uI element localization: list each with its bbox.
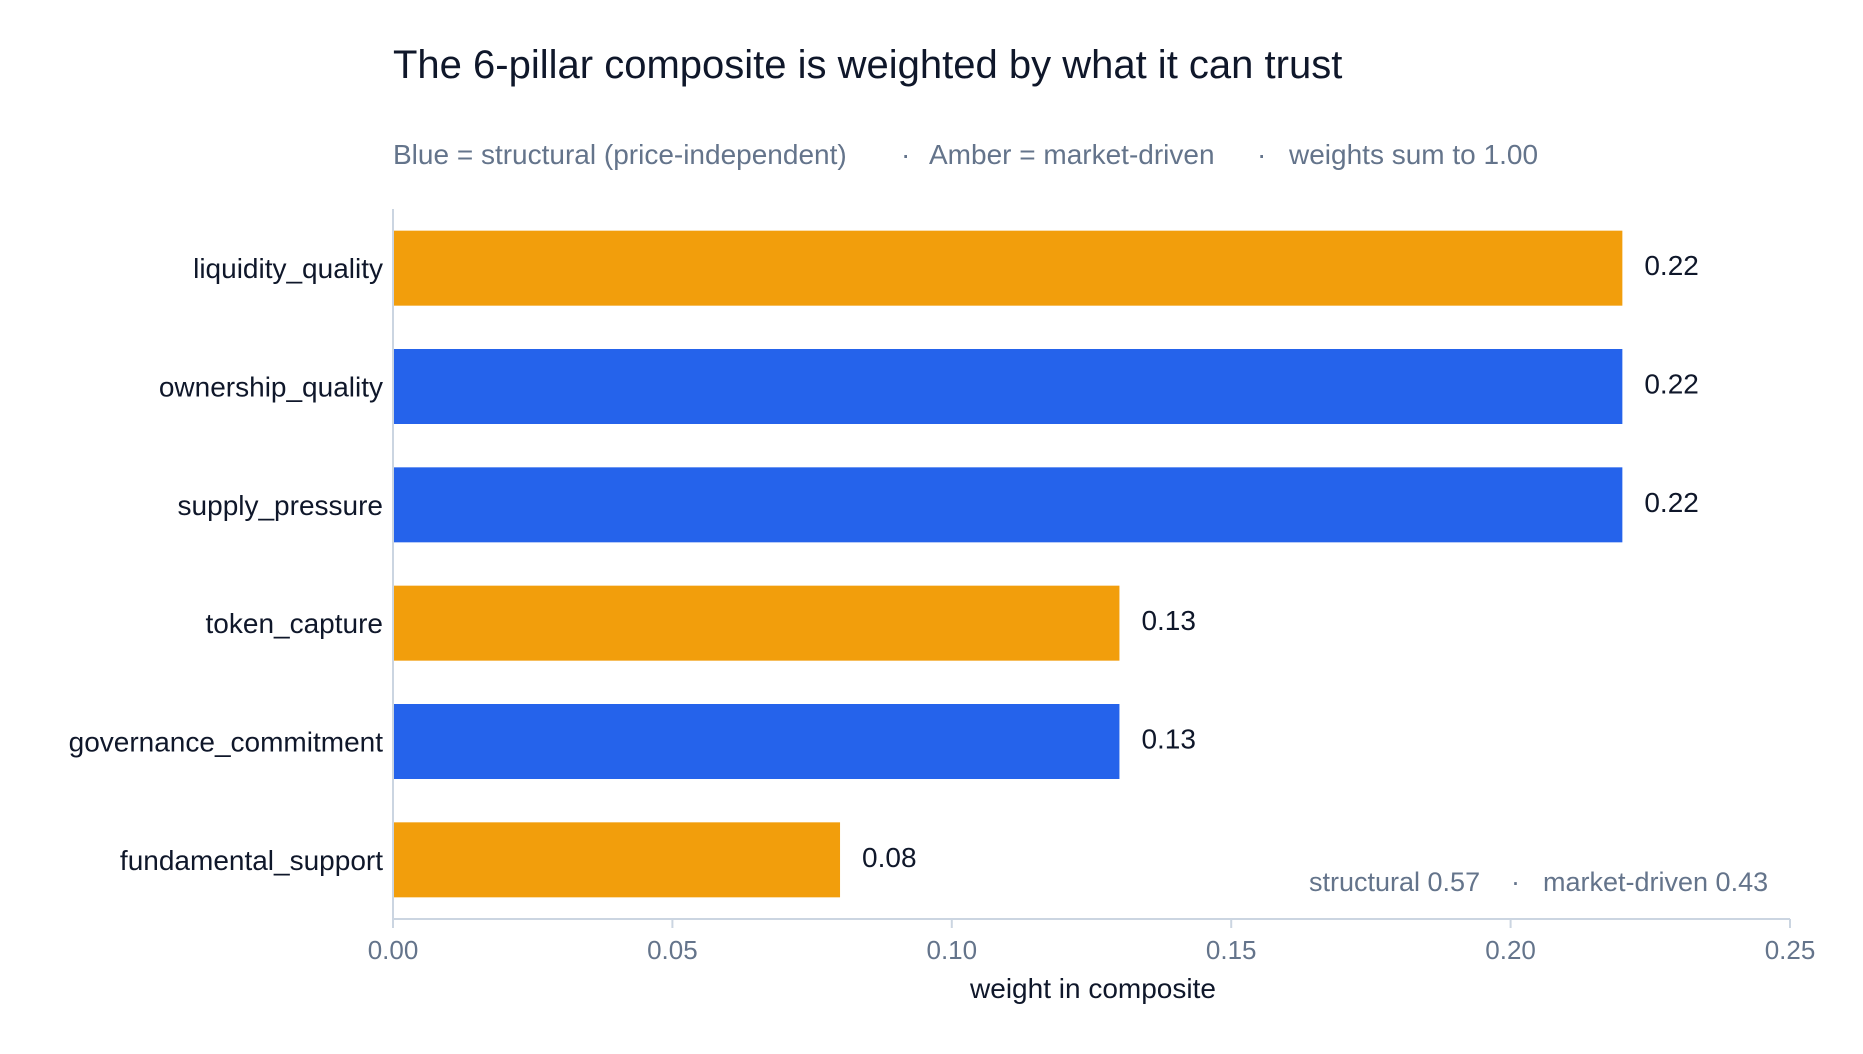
- subtitle-part-structural: Blue = structural (price-independent): [393, 139, 847, 170]
- x-tick-label: 0.00: [368, 935, 419, 965]
- bars-layer: liquidity_quality 0.22 ownership_quality 0.…: [69, 230, 1699, 898]
- value-label: 0.13: [1141, 724, 1196, 755]
- bar-token-capture: [393, 585, 1120, 661]
- note-structural: structural 0.57: [1309, 867, 1480, 897]
- value-label: 0.22: [1644, 487, 1699, 518]
- category-label: liquidity_quality: [193, 253, 383, 284]
- category-label: ownership_quality: [159, 372, 383, 403]
- subtitle-part-market: Amber = market-driven: [929, 139, 1215, 170]
- note-market-driven: market-driven 0.43: [1543, 867, 1768, 897]
- bar-liquidity-quality: [393, 230, 1623, 306]
- bar-supply-pressure: [393, 467, 1623, 543]
- subtitle-separator: ·: [1257, 139, 1266, 170]
- bar-governance-commitment: [393, 704, 1120, 779]
- note-separator: ·: [1511, 867, 1520, 897]
- value-label: 0.13: [1141, 605, 1196, 636]
- bar-fundamental-support: [393, 822, 841, 898]
- weight-split-note: structural 0.57 · market-driven 0.43: [1309, 867, 1768, 897]
- x-axis-title: weight in composite: [969, 973, 1216, 1004]
- axes-layer: 0.00 0.05 0.10 0.15 0.20 0.25: [368, 209, 1816, 965]
- x-tick-label: 0.10: [926, 935, 977, 965]
- subtitle-part-sum: weights sum to 1.00: [1288, 139, 1538, 170]
- chart-title: The 6-pillar composite is weighted by wh…: [393, 43, 1342, 87]
- x-tick-label: 0.25: [1765, 935, 1816, 965]
- category-label: token_capture: [206, 608, 383, 639]
- subtitle-separator: ·: [901, 139, 910, 170]
- value-label: 0.22: [1644, 250, 1699, 281]
- x-tick-label: 0.05: [647, 935, 698, 965]
- chart-subtitle: Blue = structural (price-independent) · …: [393, 139, 1538, 170]
- value-label: 0.22: [1644, 369, 1699, 400]
- x-tick-label: 0.20: [1485, 935, 1536, 965]
- bar-ownership-quality: [393, 349, 1623, 424]
- category-label: governance_commitment: [69, 727, 384, 758]
- x-tick-label: 0.15: [1206, 935, 1257, 965]
- category-label: supply_pressure: [178, 490, 383, 521]
- value-label: 0.08: [862, 842, 917, 873]
- category-label: fundamental_support: [120, 845, 383, 876]
